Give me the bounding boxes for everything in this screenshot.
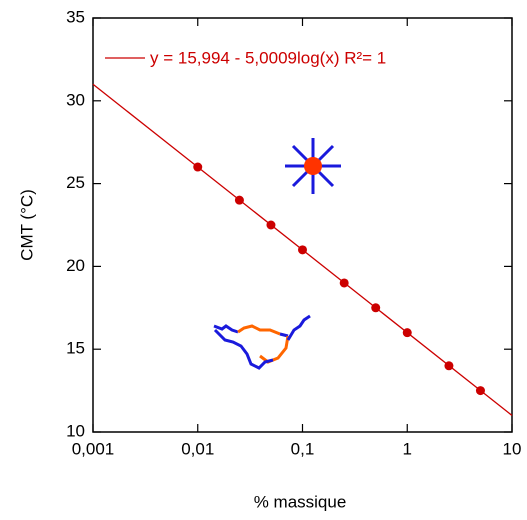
chain-icon <box>213 314 311 370</box>
data-point <box>266 220 276 230</box>
y-tick-label: 15 <box>66 339 85 358</box>
data-point <box>339 278 349 288</box>
x-axis-label: % massique <box>254 492 347 511</box>
legend-label: y = 15,994 - 5,0009log(x) R²= 1 <box>150 48 386 67</box>
x-tick-label: 10 <box>503 439 522 458</box>
data-point <box>298 245 307 255</box>
data-point <box>234 195 244 205</box>
star-polymer-icon <box>285 138 341 194</box>
data-point <box>402 328 412 338</box>
y-axis-label: CMT (°C) <box>17 189 36 261</box>
x-tick-label: 1 <box>403 439 412 458</box>
x-tick-label: 0,01 <box>181 439 214 458</box>
y-tick-label: 20 <box>66 256 85 275</box>
x-tick-label: 0,001 <box>72 439 115 458</box>
y-tick-label: 25 <box>66 173 85 192</box>
y-tick-label: 30 <box>66 90 85 109</box>
data-point <box>444 361 454 371</box>
data-point <box>475 386 485 396</box>
x-tick-label: 0,1 <box>291 439 315 458</box>
data-point <box>371 303 381 313</box>
y-tick-label: 10 <box>66 421 85 440</box>
data-point <box>193 162 203 172</box>
y-tick-label: 35 <box>66 7 85 26</box>
